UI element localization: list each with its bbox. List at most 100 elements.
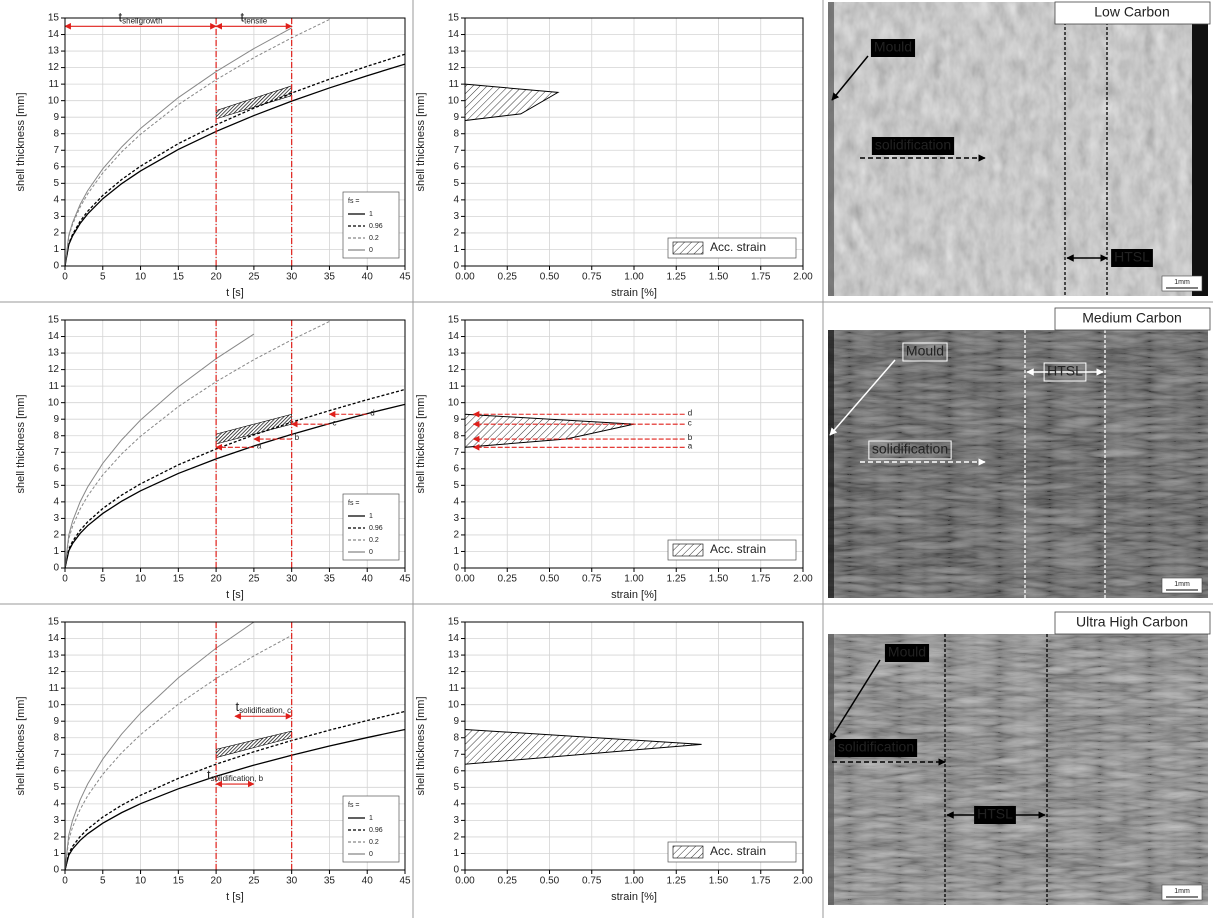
y-tick-label: 5 (53, 178, 59, 189)
y-tick-label: 2 (453, 832, 459, 843)
y-tick-label: 9 (53, 112, 59, 123)
x-tick-label: 1.25 (667, 272, 687, 283)
micrograph-title: Ultra High Carbon (1076, 614, 1188, 630)
y-tick-label: 12 (448, 364, 460, 375)
legend-label: 0.2 (369, 235, 379, 242)
legend-title: fs = (348, 802, 359, 809)
y-axis-title: shell thickness [mm] (415, 394, 427, 493)
y-tick-label: 14 (448, 633, 460, 644)
y-tick-label: 10 (48, 95, 60, 106)
legend-label: Acc. strain (710, 240, 766, 254)
legend-box (342, 795, 400, 863)
legend-title: fs = (348, 500, 359, 507)
y-tick-label: 8 (453, 128, 459, 139)
y-tick-label: 1 (53, 848, 59, 859)
series-line (65, 53, 405, 266)
shaded-region (215, 730, 292, 758)
micrograph-arrow (831, 55, 869, 101)
y-tick-label: 8 (453, 430, 459, 441)
y-tick-label: 1 (53, 244, 59, 255)
y-tick-label: 6 (453, 765, 459, 776)
x-tick-label: 5 (100, 574, 106, 585)
y-tick-label: 5 (53, 480, 59, 491)
y-tick-label: 3 (53, 211, 59, 222)
x-tick-label: 40 (362, 574, 374, 585)
y-tick-label: 1 (453, 848, 459, 859)
chart: 0 5 10 15 20 25 30 35 40 450123456789101112131415… (15, 617, 411, 903)
x-tick-label: 30 (286, 876, 298, 887)
micrograph: Mould solidification HTSL Medium Carbon 1mm (828, 307, 1211, 598)
right-edge (1192, 2, 1208, 296)
x-tick-label: 0.75 (582, 876, 602, 887)
y-tick-label: 2 (53, 228, 59, 239)
legend-swatch (672, 241, 704, 255)
y-tick-label: 11 (449, 683, 460, 694)
y-tick-label: 6 (53, 161, 59, 172)
plot-frame (464, 17, 804, 267)
y-tick-label: 10 (48, 397, 60, 408)
y-tick-label: 6 (453, 463, 459, 474)
y-tick-label: 9 (453, 716, 459, 727)
y-tick-label: 7 (453, 145, 459, 156)
series-line (65, 403, 405, 568)
plot-frame (464, 319, 804, 569)
x-tick-label: 0.25 (498, 272, 518, 283)
annotation-label: tsolidification, c (236, 700, 292, 716)
plot-frame (64, 17, 406, 267)
y-tick-label: 12 (448, 666, 460, 677)
x-tick-label: 0.75 (582, 272, 602, 283)
x-tick-label: 0.25 (498, 876, 518, 887)
x-tick-label: 1.50 (709, 876, 729, 887)
y-tick-label: 9 (453, 112, 459, 123)
micrograph-arrow (829, 659, 881, 741)
y-tick-label: 6 (53, 765, 59, 776)
annotation-label: c (332, 418, 336, 427)
label-background (834, 739, 918, 757)
annotation-label: tshellgrowth (119, 10, 163, 26)
plot-frame (64, 319, 406, 569)
x-tick-label: 0 (62, 876, 68, 887)
x-tick-label: 40 (362, 272, 374, 283)
chart: 0.00 0.25 0.50 0.75 1.00 1.25 1.50 1.75 2.000123… (415, 13, 813, 299)
legend-label: 1 (369, 513, 373, 520)
x-tick-label: 0.50 (540, 574, 560, 585)
scale-box (1161, 577, 1203, 594)
y-tick-label: 15 (48, 13, 60, 24)
y-tick-label: 13 (48, 348, 60, 359)
scale-box (1161, 884, 1203, 901)
x-tick-label: 0 (62, 574, 68, 585)
series-line (65, 63, 405, 266)
y-tick-label: 5 (453, 178, 459, 189)
plot-frame (64, 621, 406, 871)
x-tick-label: 20 (211, 876, 223, 887)
plot-frame (464, 621, 804, 871)
label-background (1043, 362, 1087, 382)
y-tick-label: 11 (49, 79, 60, 90)
annotation-symbol: t (119, 10, 123, 25)
micrograph-title: Low Carbon (1094, 4, 1170, 20)
x-tick-label: 5 (100, 272, 106, 283)
micrograph: Mould solidification HTSL Ultra High Carbon… (828, 611, 1211, 905)
y-axis-title: shell thickness [mm] (15, 696, 27, 795)
shaded-region (215, 413, 292, 445)
scale-box (1161, 275, 1203, 292)
x-tick-label: 45 (399, 574, 411, 585)
x-tick-label: 0.00 (455, 574, 475, 585)
y-tick-label: 6 (53, 463, 59, 474)
x-tick-label: 2.00 (793, 876, 813, 887)
legend-label: 1 (369, 815, 373, 822)
x-tick-label: 35 (324, 272, 336, 283)
y-tick-label: 12 (448, 62, 460, 73)
x-axis-title: strain [%] (611, 891, 657, 903)
y-tick-label: 8 (53, 732, 59, 743)
x-axis-title: t [s] (226, 891, 244, 903)
micrograph-title-box (1054, 1, 1211, 25)
legend-label: 0.2 (369, 537, 379, 544)
y-tick-label: 7 (453, 749, 459, 760)
x-tick-label: 15 (173, 272, 185, 283)
x-tick-label: 30 (286, 272, 298, 283)
y-tick-label: 10 (48, 699, 60, 710)
y-tick-label: 8 (53, 128, 59, 139)
y-tick-label: 7 (53, 749, 59, 760)
micrograph-label: HTSL (1114, 249, 1150, 265)
